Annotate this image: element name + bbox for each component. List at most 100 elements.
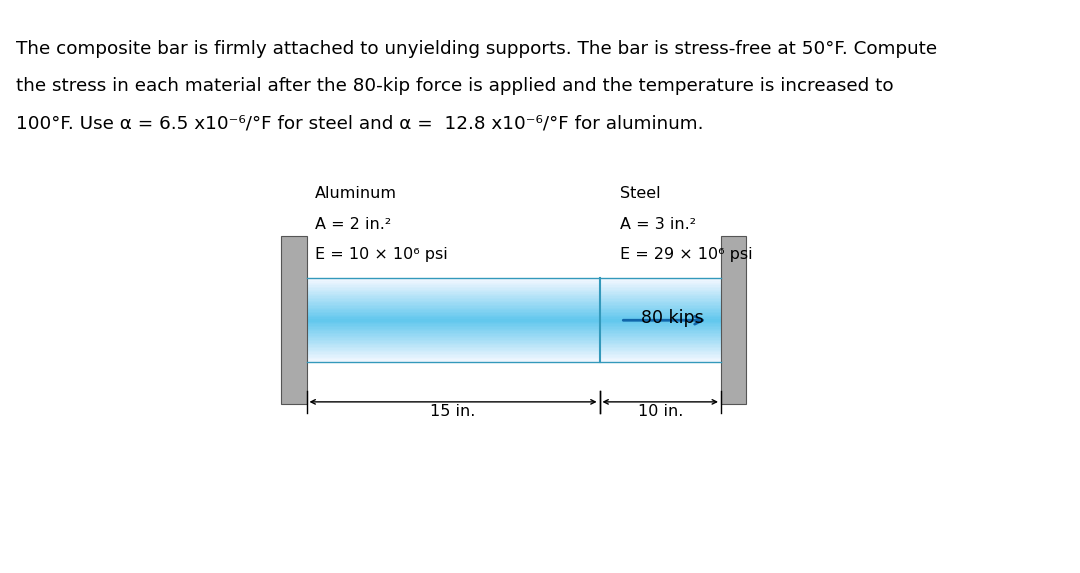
- Bar: [599, 292, 721, 294]
- Bar: [307, 316, 599, 317]
- Bar: [599, 296, 721, 298]
- Bar: [307, 337, 599, 339]
- Bar: [599, 311, 721, 312]
- Bar: [599, 304, 721, 305]
- Bar: [599, 331, 721, 333]
- Text: the stress in each material after the 80-kip force is applied and the temperatur: the stress in each material after the 80…: [16, 77, 894, 95]
- Bar: [307, 336, 599, 337]
- Bar: [307, 313, 599, 315]
- Bar: [307, 284, 599, 285]
- Text: 80 kips: 80 kips: [642, 309, 704, 327]
- Bar: [307, 341, 599, 343]
- Bar: [307, 282, 599, 284]
- Bar: [599, 289, 721, 291]
- Bar: [599, 312, 721, 313]
- Bar: [307, 289, 599, 291]
- Bar: [307, 321, 599, 323]
- Bar: [599, 282, 721, 284]
- Bar: [307, 311, 599, 312]
- Bar: [599, 320, 721, 321]
- Bar: [599, 324, 721, 326]
- Bar: [307, 295, 599, 296]
- Bar: [599, 295, 721, 296]
- Bar: [599, 341, 721, 343]
- Bar: [307, 339, 599, 340]
- Bar: [307, 288, 599, 289]
- Bar: [307, 352, 599, 354]
- Bar: [599, 361, 721, 362]
- Bar: [599, 284, 721, 285]
- Bar: [307, 281, 599, 282]
- Bar: [599, 326, 721, 327]
- Bar: [599, 347, 721, 348]
- Text: Steel: Steel: [620, 186, 661, 201]
- Bar: [599, 348, 721, 350]
- Bar: [599, 327, 721, 329]
- Bar: [599, 313, 721, 315]
- Text: E = 29 × 10⁶ psi: E = 29 × 10⁶ psi: [620, 248, 753, 262]
- Bar: [599, 344, 721, 346]
- Bar: [307, 344, 599, 346]
- Text: A = 3 in.²: A = 3 in.²: [620, 217, 697, 231]
- Bar: [307, 291, 599, 292]
- Bar: [307, 347, 599, 348]
- Bar: [307, 307, 599, 308]
- Bar: [307, 333, 599, 334]
- Bar: [599, 323, 721, 324]
- Text: E = 10 × 10⁶ psi: E = 10 × 10⁶ psi: [315, 248, 448, 262]
- Bar: [599, 299, 721, 301]
- Bar: [307, 323, 599, 324]
- Bar: [599, 355, 721, 356]
- Bar: [307, 329, 599, 330]
- Bar: [307, 299, 599, 301]
- Bar: [599, 334, 721, 336]
- Bar: [307, 350, 599, 351]
- Bar: [307, 294, 599, 295]
- Bar: [599, 278, 721, 280]
- Bar: [307, 320, 599, 321]
- Bar: [599, 307, 721, 308]
- Bar: [599, 301, 721, 302]
- Bar: [599, 343, 721, 344]
- Bar: [599, 305, 721, 307]
- Text: 100°F. Use α = 6.5 x10⁻⁶/°F for steel and α =  12.8 x10⁻⁶/°F for aluminum.: 100°F. Use α = 6.5 x10⁻⁶/°F for steel an…: [16, 115, 704, 132]
- Bar: [599, 339, 721, 340]
- Bar: [599, 294, 721, 295]
- Bar: [307, 296, 599, 298]
- Bar: [599, 321, 721, 323]
- Bar: [599, 350, 721, 351]
- Bar: [307, 343, 599, 344]
- Bar: [599, 354, 721, 355]
- Bar: [307, 298, 599, 299]
- Text: A = 2 in.²: A = 2 in.²: [315, 217, 391, 231]
- Bar: [307, 340, 599, 341]
- Bar: [307, 356, 599, 358]
- Bar: [307, 348, 599, 350]
- Bar: [307, 354, 599, 355]
- Bar: [307, 355, 599, 356]
- Bar: [282, 237, 307, 404]
- Bar: [307, 359, 599, 361]
- Bar: [599, 330, 721, 331]
- Bar: [307, 301, 599, 302]
- Bar: [307, 309, 599, 311]
- Bar: [307, 308, 599, 309]
- Bar: [599, 291, 721, 292]
- Bar: [307, 304, 599, 305]
- Bar: [599, 340, 721, 341]
- Bar: [599, 329, 721, 330]
- Bar: [599, 308, 721, 309]
- Bar: [599, 315, 721, 316]
- Bar: [307, 305, 599, 307]
- Bar: [307, 326, 599, 327]
- Bar: [307, 361, 599, 362]
- Bar: [599, 336, 721, 337]
- Bar: [599, 309, 721, 311]
- Bar: [307, 292, 599, 294]
- Bar: [307, 334, 599, 336]
- Text: 10 in.: 10 in.: [637, 404, 683, 419]
- Bar: [599, 351, 721, 352]
- Bar: [721, 237, 746, 404]
- Bar: [307, 317, 599, 319]
- Bar: [599, 285, 721, 286]
